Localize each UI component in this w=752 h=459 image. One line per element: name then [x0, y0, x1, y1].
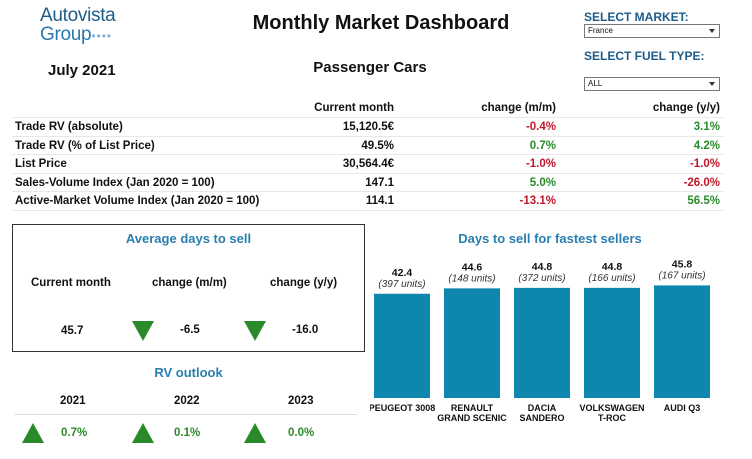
row-change-yy: 4.2% [693, 139, 720, 152]
row-current: 49.5% [361, 139, 394, 152]
row-change-mm: -1.0% [525, 158, 556, 170]
bar [514, 287, 570, 398]
rv-year-2023: 2023 [288, 395, 314, 407]
report-date: July 2021 [48, 62, 116, 79]
row-label: Sales-Volume Index (Jan 2020 = 100) [15, 176, 215, 189]
row-change-yy: -1.0% [689, 158, 720, 170]
average-days-title: Average days to sell [125, 231, 252, 246]
row-current: 30,564.4€ [342, 158, 394, 170]
logo-group-text: Group [40, 24, 92, 45]
divider [14, 414, 357, 415]
bar-value-label: 44.8 [602, 261, 623, 273]
rv-year-2022: 2022 [174, 395, 200, 407]
market-select[interactable]: France [584, 24, 720, 38]
average-days-panel: Average days to sell Current month chang… [12, 224, 365, 352]
category-tick-label: RENAULT [451, 403, 494, 413]
rv-outlook-title: RV outlook [154, 365, 223, 380]
row-change-yy: 56.5% [687, 195, 720, 207]
row-label: Trade RV (% of List Price) [15, 139, 155, 152]
avg-header-yy: change (y/y) [270, 277, 338, 289]
chevron-down-icon [709, 82, 715, 86]
down-arrow-icon [244, 321, 266, 341]
bar-value-label: 44.8 [532, 261, 553, 273]
up-arrow-icon [22, 423, 44, 443]
row-current: 15,120.5€ [342, 121, 394, 133]
autovista-logo: Autovista Group•••• [40, 5, 116, 45]
table-row: Sales-Volume Index (Jan 2020 = 100) 147.… [12, 174, 724, 192]
bar [654, 285, 710, 398]
bar-units-label: (372 units) [518, 273, 565, 284]
avg-header-current: Current month [31, 277, 111, 289]
up-arrow-icon [244, 423, 266, 443]
row-change-mm: -0.4% [525, 121, 556, 133]
table-row: Active-Market Volume Index (Jan 2020 = 1… [12, 192, 724, 211]
bar-units-label: (148 units) [448, 273, 495, 284]
row-change-mm: 5.0% [529, 176, 556, 189]
table-row: Trade RV (% of List Price) 49.5% 0.7% 4.… [12, 137, 724, 155]
bar [444, 288, 500, 398]
segment-label: Passenger Cars [313, 59, 427, 76]
bar-units-label: (166 units) [588, 273, 635, 284]
fuel-select-value: ALL [588, 79, 603, 88]
market-select-label: SELECT MARKET: [584, 10, 689, 24]
bar-value-label: 42.4 [392, 267, 413, 279]
market-select-value: France [588, 26, 613, 35]
fuel-select-label: SELECT FUEL TYPE: [584, 49, 705, 63]
category-tick-label: AUDI Q3 [664, 403, 701, 413]
market-table: Current month change (m/m) change (y/y) … [12, 96, 724, 211]
row-current: 147.1 [365, 176, 394, 189]
category-tick-label: SANDERO [519, 413, 564, 423]
row-label: List Price [15, 158, 67, 170]
row-change-yy: -26.0% [683, 176, 720, 189]
header-change-yy: change (y/y) [652, 102, 720, 114]
rv-value-2021: 0.7% [61, 427, 88, 439]
avg-header-mm: change (m/m) [152, 277, 227, 289]
row-label: Trade RV (absolute) [15, 121, 123, 133]
chevron-down-icon [709, 29, 715, 33]
up-arrow-icon [132, 423, 154, 443]
category-tick-label: DACIA [528, 403, 557, 413]
rv-year-2021: 2021 [60, 395, 86, 407]
table-row: List Price 30,564.4€ -1.0% -1.0% [12, 155, 724, 174]
header-current-month: Current month [314, 102, 394, 114]
fuel-select[interactable]: ALL [584, 77, 720, 91]
table-row: Trade RV (absolute) 15,120.5€ -0.4% 3.1% [12, 118, 724, 137]
avg-current-value: 45.7 [61, 325, 84, 337]
header-change-mm: change (m/m) [481, 102, 556, 114]
bar-value-label: 45.8 [672, 258, 693, 270]
bar-units-label: (167 units) [658, 270, 705, 281]
avg-yy-value: -16.0 [292, 324, 319, 336]
row-change-mm: -13.1% [519, 195, 556, 207]
table-header-row: Current month change (m/m) change (y/y) [12, 96, 724, 118]
row-change-mm: 0.7% [529, 139, 556, 152]
row-change-yy: 3.1% [693, 121, 720, 133]
row-current: 114.1 [365, 195, 394, 207]
rv-value-2023: 0.0% [288, 427, 315, 439]
category-tick-label: PEUGEOT 3008 [370, 403, 435, 413]
avg-mm-value: -6.5 [180, 324, 200, 336]
bar [584, 287, 640, 398]
days-to-sell-bar-chart: 42.4(397 units) PEUGEOT 3008 44.6(148 unit… [370, 258, 710, 423]
chart-title: Days to sell for fastest sellers [458, 231, 642, 246]
row-label: Active-Market Volume Index (Jan 2020 = 1… [15, 195, 260, 207]
bar-units-label: (397 units) [378, 279, 425, 290]
down-arrow-icon [132, 321, 154, 341]
category-tick-label: T-ROC [598, 413, 626, 423]
page-title: Monthly Market Dashboard [252, 12, 510, 34]
category-tick-label: VOLKSWAGEN [579, 403, 644, 413]
rv-value-2022: 0.1% [174, 427, 201, 439]
logo-dots: •••• [91, 29, 113, 43]
category-tick-label: GRAND SCENIC [437, 413, 507, 423]
bar-value-label: 44.6 [462, 261, 483, 273]
bar [374, 293, 430, 398]
